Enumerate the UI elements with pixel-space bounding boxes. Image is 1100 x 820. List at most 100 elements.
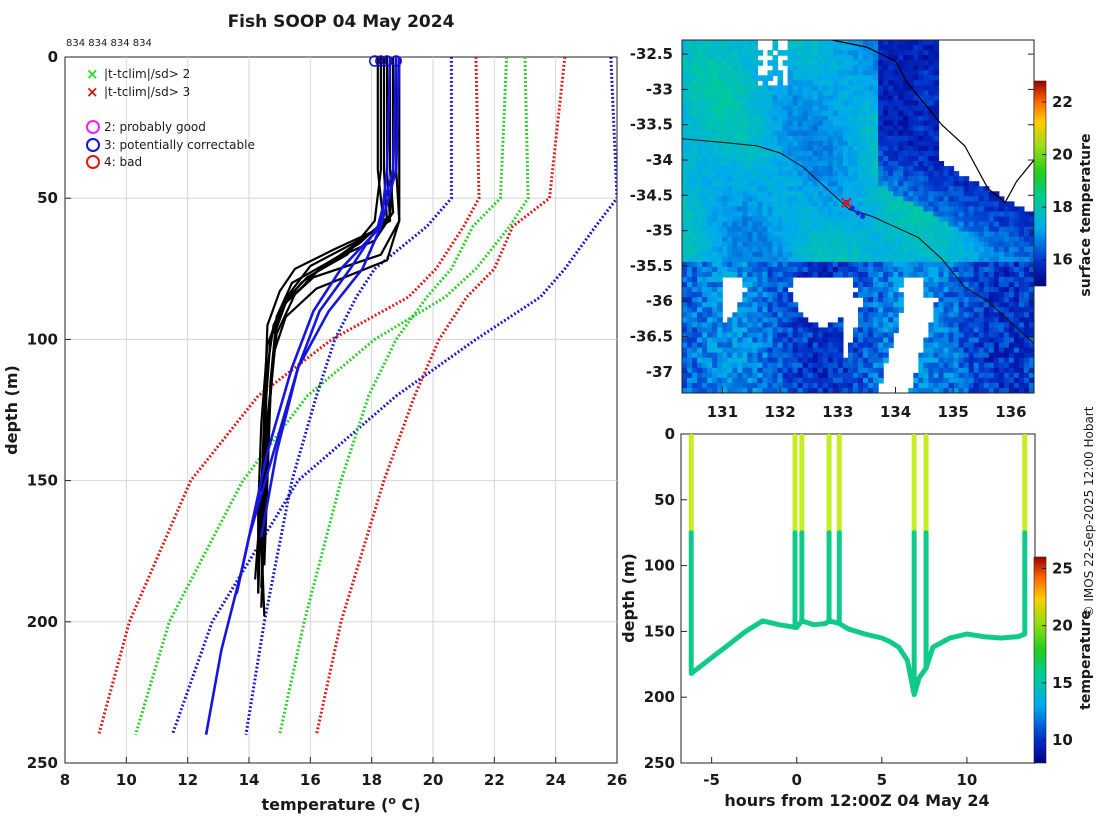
sst-cell [747, 130, 753, 137]
sst-cell [953, 191, 960, 197]
sst-cell [702, 140, 708, 147]
sst-cell [827, 95, 834, 102]
sst-cell [933, 50, 940, 56]
sst-cell [888, 171, 894, 177]
sst-cell [873, 171, 879, 177]
sst-cell [953, 186, 960, 192]
sst-cell [963, 196, 970, 202]
sst-cell [687, 211, 693, 218]
sst-cell [903, 211, 909, 218]
sst-cell [858, 80, 864, 86]
sst-cell [702, 60, 708, 66]
sst-cell [697, 236, 703, 243]
sst-cell [1013, 292, 1020, 298]
sst-cell [938, 382, 945, 389]
sst-cell [898, 90, 904, 97]
sst-cell [913, 45, 919, 51]
sst-cell [858, 342, 864, 349]
sst-cell [888, 150, 894, 157]
sst-cell [687, 231, 693, 238]
sst-cell [998, 292, 1005, 298]
sst-cell [1028, 266, 1034, 273]
sst-cell [858, 100, 864, 107]
sst-cell [752, 347, 759, 354]
sst-cell [702, 347, 708, 354]
sst-cell [923, 277, 929, 283]
sst-cell [767, 161, 774, 167]
sst-cell [717, 145, 723, 152]
sst-cell [938, 357, 945, 364]
sst-cell [832, 196, 839, 202]
sst-cell [687, 236, 693, 243]
sst-cell [827, 352, 834, 359]
temp-colorbar-tick-label: 25 [1052, 559, 1073, 577]
sst-cell [923, 105, 929, 112]
sst-cell [812, 55, 819, 61]
sst-cell [898, 206, 904, 213]
sst-cell [687, 65, 693, 71]
sst-cell [873, 292, 879, 298]
sst-cell [687, 75, 693, 81]
sst-cell [863, 75, 869, 81]
sst-cell [863, 196, 869, 202]
sst-cell [883, 357, 889, 364]
sst-cell [1028, 246, 1034, 253]
sst-cell [968, 302, 975, 308]
sst-cell [1028, 352, 1034, 359]
sst-cell [712, 201, 718, 208]
sst-cell [822, 100, 829, 107]
sst-cell [747, 307, 753, 313]
sst-cell [707, 357, 713, 364]
sst-cell [732, 382, 738, 389]
sst-cell [762, 176, 769, 182]
sst-cell [858, 186, 864, 192]
sst-cell [687, 362, 693, 369]
sst-cell [1003, 206, 1010, 213]
sst-cell [702, 90, 708, 97]
sst-cell [767, 176, 774, 182]
sst-cell [767, 145, 774, 152]
sst-cell [858, 70, 864, 76]
sst-cell [712, 221, 718, 228]
sst-cell [717, 332, 723, 339]
sst-cell [807, 55, 814, 61]
sst-cell [893, 211, 899, 218]
sst-cell [767, 221, 774, 228]
sst-cell [717, 80, 723, 86]
sst-cell [1013, 221, 1020, 228]
sst-cell [732, 251, 738, 258]
climatology-lines [97, 57, 617, 736]
sst-cell [868, 206, 874, 213]
sst-cell [893, 166, 899, 172]
sst-cell [963, 312, 970, 318]
sst-cell [903, 65, 909, 71]
sst-cell [702, 241, 708, 248]
sst-cell [827, 65, 834, 71]
sst-cell [1018, 256, 1025, 263]
sst-cell [752, 90, 759, 97]
legend-marker-x2: × [86, 65, 99, 83]
sst-cell [832, 125, 839, 132]
sst-cell [682, 95, 688, 102]
sst-cell [702, 256, 708, 263]
sst-cell [847, 256, 854, 263]
sst-cell [747, 80, 753, 86]
sst-cell [858, 130, 864, 137]
sst-cell [742, 161, 748, 167]
sst-cell [697, 85, 703, 92]
sst-cell [842, 70, 849, 76]
sst-cell [812, 161, 819, 167]
sst-cell [908, 211, 914, 218]
sst-cell [767, 75, 774, 81]
sst-cell [993, 266, 1000, 273]
sst-cell [702, 271, 708, 278]
sst-cell [707, 90, 713, 97]
sst-cell [767, 236, 774, 243]
sst-cell [958, 211, 965, 218]
sst-cell [747, 251, 753, 258]
sst-cell [767, 342, 774, 349]
sst-cell [692, 312, 698, 318]
sst-cell [918, 206, 924, 213]
sst-cell [878, 85, 884, 92]
sst-cell [727, 155, 733, 162]
